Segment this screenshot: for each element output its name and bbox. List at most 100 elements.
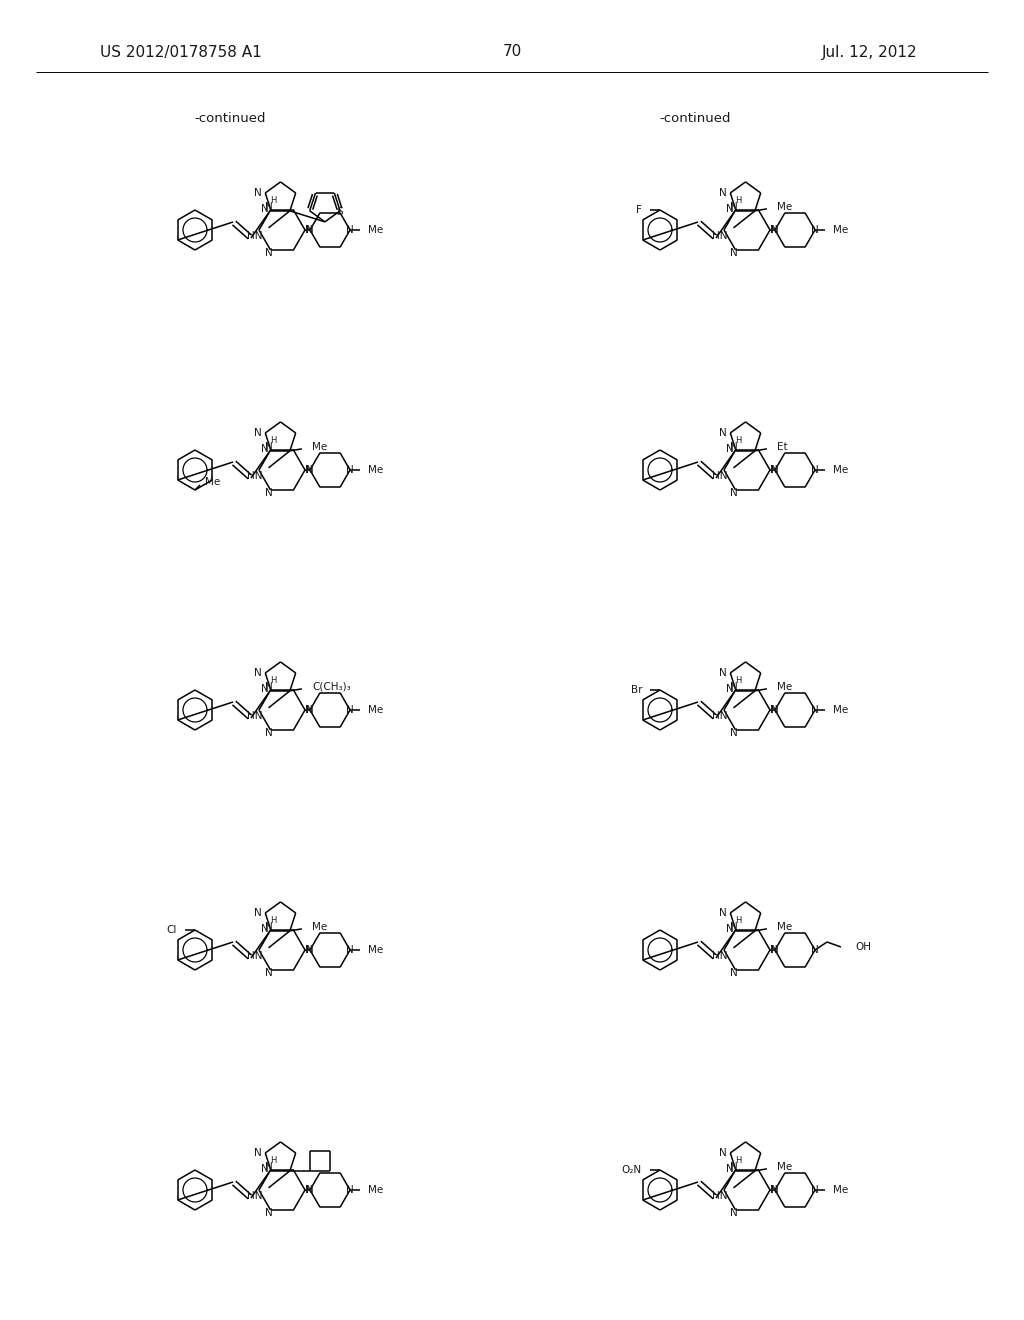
Text: H: H xyxy=(735,676,741,685)
Text: N: N xyxy=(305,224,313,235)
Text: N: N xyxy=(264,1162,272,1172)
Text: Me: Me xyxy=(312,442,327,451)
Text: -continued: -continued xyxy=(195,111,266,124)
Text: Me: Me xyxy=(368,945,383,954)
Text: Me: Me xyxy=(368,1185,383,1195)
Text: N: N xyxy=(261,444,269,454)
Text: N: N xyxy=(811,1185,819,1195)
Text: N: N xyxy=(730,969,737,978)
Text: N: N xyxy=(306,705,314,715)
Text: N: N xyxy=(254,187,261,198)
Text: N: N xyxy=(305,1185,313,1195)
Text: N: N xyxy=(254,668,261,678)
Text: N: N xyxy=(264,202,272,211)
Text: OH: OH xyxy=(855,942,871,952)
Text: N: N xyxy=(254,1148,261,1158)
Text: N: N xyxy=(306,1185,314,1195)
Text: HN: HN xyxy=(247,711,262,721)
Text: US 2012/0178758 A1: US 2012/0178758 A1 xyxy=(100,45,262,59)
Text: 70: 70 xyxy=(503,45,521,59)
Text: N: N xyxy=(346,465,354,475)
Text: Br: Br xyxy=(631,685,642,696)
Text: HN: HN xyxy=(247,471,262,480)
Text: N: N xyxy=(264,442,272,451)
Text: N: N xyxy=(770,1185,778,1195)
Text: N: N xyxy=(730,1162,737,1172)
Text: C(CH₃)₃: C(CH₃)₃ xyxy=(312,682,350,692)
Text: Me: Me xyxy=(777,202,793,213)
Text: H: H xyxy=(735,197,741,206)
Text: N: N xyxy=(771,945,779,954)
Text: N: N xyxy=(346,705,354,715)
Text: Me: Me xyxy=(833,1185,848,1195)
Text: N: N xyxy=(770,945,778,954)
Text: N: N xyxy=(811,224,819,235)
Text: H: H xyxy=(270,437,276,445)
Text: N: N xyxy=(306,224,314,235)
Text: N: N xyxy=(811,705,819,715)
Text: N: N xyxy=(254,428,261,438)
Text: N: N xyxy=(726,444,734,454)
Text: N: N xyxy=(346,1185,354,1195)
Text: H: H xyxy=(270,197,276,206)
Text: N: N xyxy=(726,1164,734,1173)
Text: Me: Me xyxy=(833,224,848,235)
Text: N: N xyxy=(771,1185,779,1195)
Text: N: N xyxy=(726,684,734,694)
Text: O₂N: O₂N xyxy=(622,1166,642,1175)
Text: N: N xyxy=(305,945,313,954)
Text: N: N xyxy=(346,224,354,235)
Text: N: N xyxy=(306,465,314,475)
Text: N: N xyxy=(726,924,734,933)
Text: N: N xyxy=(264,1208,272,1218)
Text: N: N xyxy=(261,924,269,933)
Text: N: N xyxy=(264,488,272,499)
Text: N: N xyxy=(306,945,314,954)
Text: N: N xyxy=(730,248,737,259)
Text: HN: HN xyxy=(712,471,727,480)
Text: N: N xyxy=(719,187,726,198)
Text: HN: HN xyxy=(247,1191,262,1201)
Text: N: N xyxy=(261,684,269,694)
Text: N: N xyxy=(254,908,261,917)
Text: Me: Me xyxy=(777,682,793,692)
Text: N: N xyxy=(346,945,354,954)
Text: N: N xyxy=(770,705,778,715)
Text: Me: Me xyxy=(205,477,220,487)
Text: N: N xyxy=(264,969,272,978)
Text: Jul. 12, 2012: Jul. 12, 2012 xyxy=(822,45,918,59)
Text: N: N xyxy=(730,442,737,451)
Text: H: H xyxy=(270,1156,276,1166)
Text: Me: Me xyxy=(777,921,793,932)
Text: HN: HN xyxy=(247,950,262,961)
Text: S: S xyxy=(337,207,343,216)
Text: N: N xyxy=(264,729,272,738)
Text: N: N xyxy=(770,224,778,235)
Text: Me: Me xyxy=(833,465,848,475)
Text: N: N xyxy=(305,705,313,715)
Text: Me: Me xyxy=(777,1162,793,1172)
Text: N: N xyxy=(770,465,778,475)
Text: Me: Me xyxy=(368,465,383,475)
Text: N: N xyxy=(726,203,734,214)
Text: F: F xyxy=(636,205,642,215)
Text: N: N xyxy=(264,681,272,692)
Text: N: N xyxy=(719,428,726,438)
Text: N: N xyxy=(771,705,779,715)
Text: N: N xyxy=(719,1148,726,1158)
Text: N: N xyxy=(264,921,272,932)
Text: N: N xyxy=(771,465,779,475)
Text: Me: Me xyxy=(368,224,383,235)
Text: Me: Me xyxy=(368,705,383,715)
Text: H: H xyxy=(735,437,741,445)
Text: H: H xyxy=(270,916,276,925)
Text: N: N xyxy=(771,224,779,235)
Text: Et: Et xyxy=(777,442,787,451)
Text: H: H xyxy=(735,916,741,925)
Text: N: N xyxy=(264,248,272,259)
Text: N: N xyxy=(730,921,737,932)
Text: Me: Me xyxy=(833,705,848,715)
Text: N: N xyxy=(305,465,313,475)
Text: H: H xyxy=(270,676,276,685)
Text: HN: HN xyxy=(247,231,262,242)
